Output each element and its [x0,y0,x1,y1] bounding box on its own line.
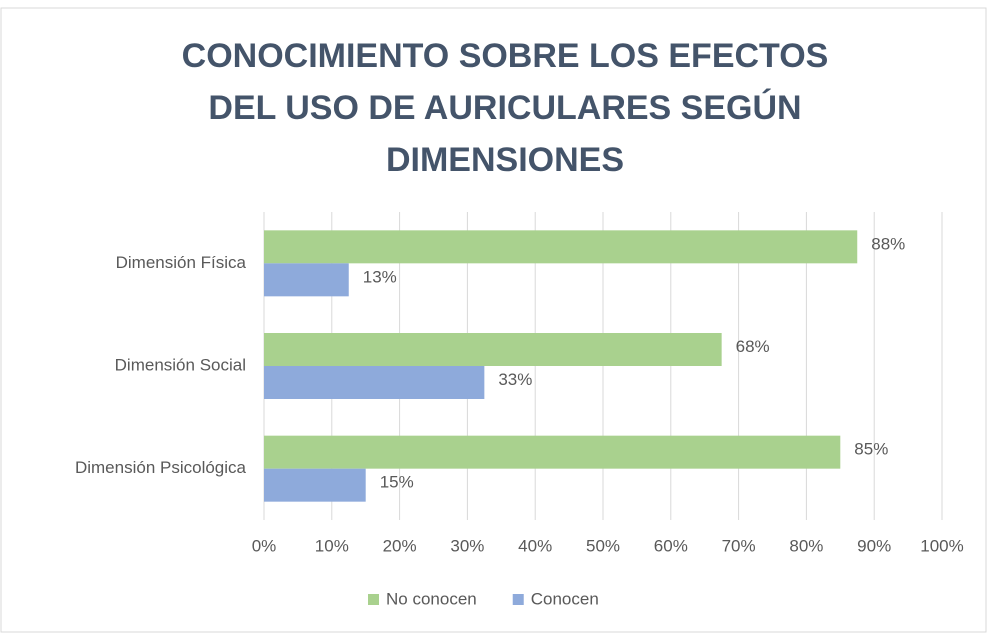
legend-swatch [368,594,379,605]
bar [264,468,366,502]
bar [264,263,349,297]
value-label: 88% [871,234,905,253]
value-label: 15% [380,473,414,492]
x-tick-label: 10% [315,536,349,555]
legend-label: Conocen [531,589,599,608]
y-tick-label: Dimensión Física [116,253,247,272]
y-tick-label: Dimensión Psicológica [75,458,247,477]
bar [264,333,722,366]
legend-swatch [512,594,524,605]
bar [264,230,858,264]
chart-frame [0,7,987,633]
x-tick-label: 60% [654,536,688,555]
bar [264,435,841,469]
bar [264,366,485,399]
chart-title: CONOCIMIENTO SOBRE LOS EFECTOS DEL USO D… [181,37,829,179]
value-label: 85% [854,440,888,459]
y-tick-label: Dimensión Social [115,355,246,374]
value-label: 33% [498,370,532,389]
x-tick-label: 100% [920,536,963,555]
legend-label: No conocen [386,589,477,608]
x-tick-label: 0% [252,536,277,555]
x-tick-label: 50% [586,536,620,555]
x-tick-label: 40% [518,536,552,555]
x-tick-label: 20% [383,536,417,555]
x-tick-label: 70% [722,536,756,555]
value-label: 13% [363,267,397,286]
value-label: 68% [736,337,770,356]
x-tick-label: 90% [857,536,891,555]
x-tick-label: 80% [789,536,823,555]
x-tick-label: 30% [450,536,484,555]
